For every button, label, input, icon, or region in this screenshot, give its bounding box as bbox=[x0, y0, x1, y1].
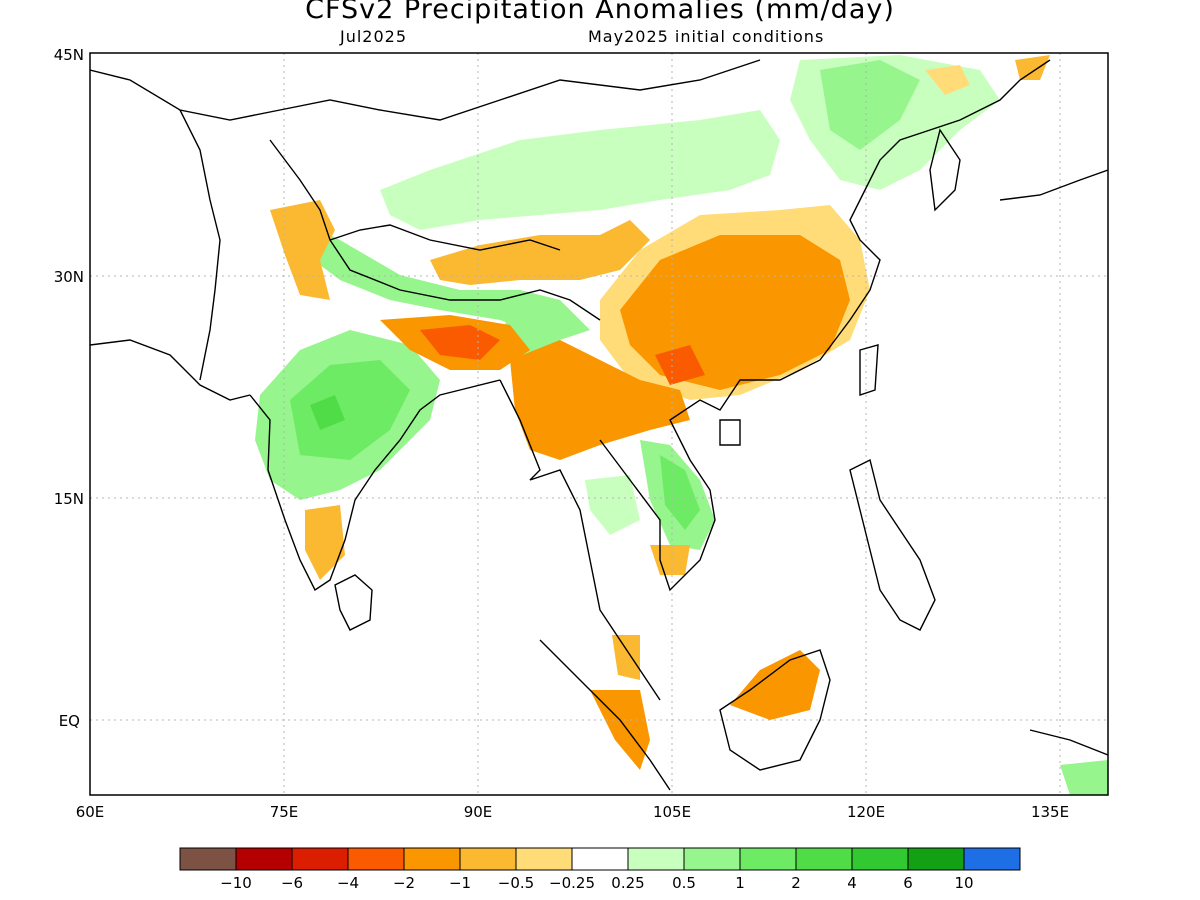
legend-label: −2 bbox=[393, 874, 415, 892]
legend-label: −6 bbox=[281, 874, 303, 892]
orange-anomaly-tibet bbox=[430, 220, 650, 285]
legend-label: 0.5 bbox=[672, 874, 696, 892]
legend-label: −10 bbox=[220, 874, 252, 892]
graticule bbox=[90, 53, 1108, 795]
legend-swatch bbox=[963, 847, 1021, 871]
legend-label: 0.25 bbox=[611, 874, 644, 892]
legend-swatch bbox=[851, 847, 909, 871]
legend-swatch bbox=[235, 847, 293, 871]
legend-swatch bbox=[683, 847, 741, 871]
green-anomaly-indochina-core bbox=[660, 455, 700, 530]
lat-label: 45N bbox=[54, 46, 84, 64]
orange-anomaly-china-peak bbox=[655, 345, 705, 385]
chart-title: CFSv2 Precipitation Anomalies (mm/day) bbox=[305, 0, 895, 25]
anomaly-field bbox=[255, 55, 1108, 795]
orange-anomaly-borneo bbox=[730, 650, 820, 720]
color-legend: −10 −6 −4 −2 −1 −0.5 −0.25 0.25 0.5 1 2 4 6 10 bbox=[179, 847, 1021, 892]
longitude-labels: 60E 75E 90E 105E 120E 135E bbox=[76, 803, 1069, 821]
orange-anomaly-malaya bbox=[612, 635, 640, 680]
orange-anomaly-sumatra bbox=[590, 690, 650, 770]
legend-label: 4 bbox=[847, 874, 857, 892]
legend-label: 1 bbox=[735, 874, 745, 892]
green-anomaly-new-guinea bbox=[1060, 760, 1108, 795]
orange-anomaly-south-india bbox=[305, 505, 345, 580]
initial-conditions: May2025 initial conditions bbox=[588, 27, 825, 46]
legend-swatch bbox=[179, 847, 237, 871]
map-frame bbox=[89, 52, 1109, 796]
legend-swatch bbox=[627, 847, 685, 871]
lon-label: 75E bbox=[270, 803, 299, 821]
orange-anomaly-north-border-2 bbox=[1015, 55, 1050, 80]
coastlines bbox=[90, 59, 1108, 791]
legend-swatch bbox=[347, 847, 405, 871]
lat-label: 15N bbox=[54, 490, 84, 508]
lon-label: 60E bbox=[76, 803, 105, 821]
legend-swatch bbox=[291, 847, 349, 871]
green-anomaly-north bbox=[380, 110, 780, 230]
orange-anomaly-pakistan bbox=[270, 200, 335, 300]
green-anomaly-himalaya bbox=[300, 220, 590, 340]
orange-anomaly-bangladesh bbox=[420, 325, 500, 360]
green-anomaly-india-core bbox=[290, 360, 410, 460]
legend-swatch bbox=[739, 847, 797, 871]
legend-swatch bbox=[515, 847, 573, 871]
legend-label: 2 bbox=[791, 874, 801, 892]
legend-label: −0.25 bbox=[549, 874, 595, 892]
legend-label: −0.5 bbox=[498, 874, 534, 892]
legend-swatch bbox=[459, 847, 517, 871]
lat-label: 30N bbox=[54, 268, 84, 286]
green-anomaly-india-peak bbox=[310, 395, 345, 430]
lon-label: 120E bbox=[847, 803, 885, 821]
legend-swatch bbox=[571, 847, 629, 871]
legend-swatch bbox=[403, 847, 461, 871]
lat-label: EQ bbox=[59, 712, 80, 730]
orange-anomaly-myanmar bbox=[510, 340, 690, 460]
lon-label: 105E bbox=[653, 803, 691, 821]
orange-anomaly-vietnam-south bbox=[650, 545, 690, 575]
legend-swatch bbox=[907, 847, 965, 871]
legend-label: 6 bbox=[903, 874, 913, 892]
legend-label: 10 bbox=[954, 874, 973, 892]
valid-month: Jul2025 bbox=[340, 27, 408, 46]
green-anomaly-northeast-core bbox=[820, 60, 920, 150]
legend-swatch bbox=[795, 847, 853, 871]
latitude-labels: 45N 30N 15N EQ bbox=[54, 46, 84, 730]
legend-label: −4 bbox=[337, 874, 359, 892]
lon-label: 90E bbox=[464, 803, 493, 821]
lon-label: 135E bbox=[1031, 803, 1069, 821]
legend-label: −1 bbox=[449, 874, 471, 892]
green-anomaly-thailand bbox=[585, 475, 640, 535]
orange-anomaly-north-border bbox=[925, 65, 970, 95]
